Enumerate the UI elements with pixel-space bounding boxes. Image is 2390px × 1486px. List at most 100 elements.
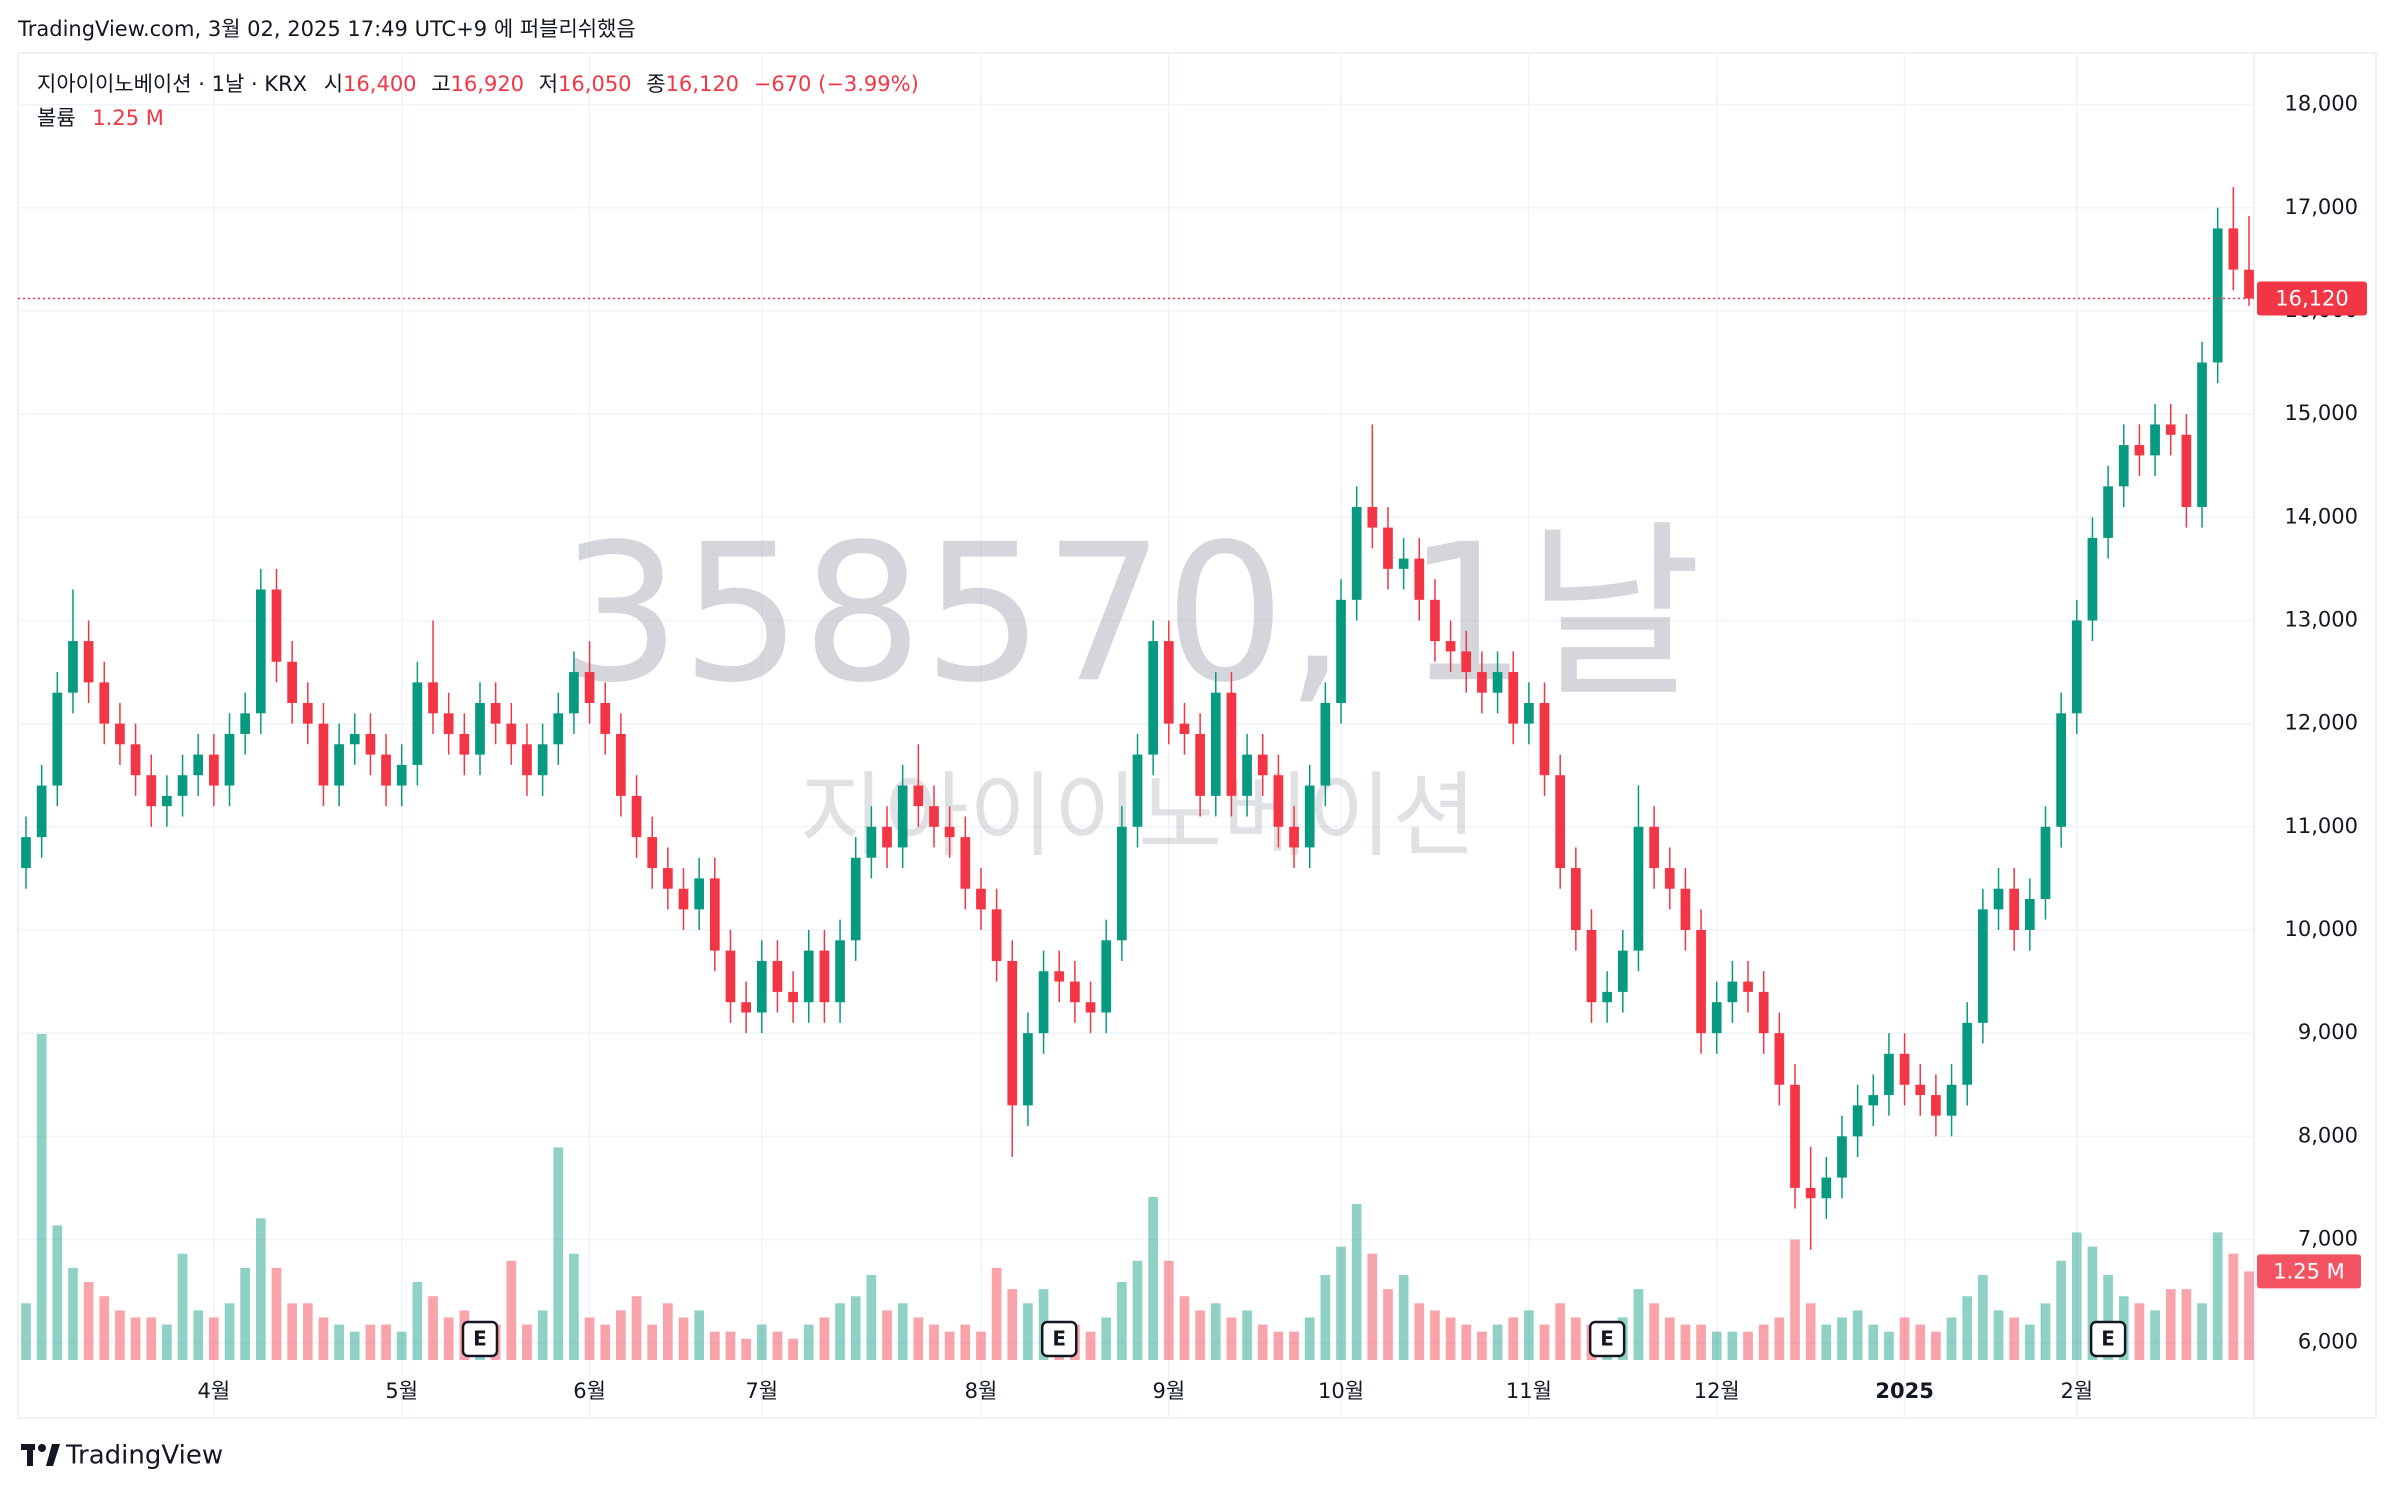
candle-body: [1430, 599, 1440, 642]
candle-body: [1915, 1084, 1926, 1096]
candle-body: [819, 950, 830, 1003]
candle-body: [1696, 929, 1706, 1034]
volume-bar: [960, 1324, 971, 1360]
overlay: 16,120 1.25 M E E E E: [18, 281, 2367, 1358]
volume-bar: [1461, 1324, 1472, 1360]
volume-bar: [1931, 1331, 1941, 1360]
candle-body: [2181, 434, 2192, 507]
candle-body: [1023, 1033, 1033, 1106]
candle-body: [36, 785, 47, 838]
candle-body: [1539, 703, 1550, 776]
volume-bar: [162, 1324, 172, 1360]
candle-body: [1163, 641, 1174, 724]
volume-bar: [1351, 1204, 1362, 1360]
volume-bar: [2181, 1289, 2192, 1360]
volume-bar: [1148, 1197, 1159, 1360]
candle-body: [52, 692, 63, 786]
volume-bar: [1492, 1324, 1503, 1360]
candle-body: [1226, 692, 1237, 796]
volume-bar: [2134, 1303, 2145, 1360]
volume-bar: [209, 1317, 219, 1360]
event-label: E: [1052, 1327, 1066, 1351]
candle-body: [1602, 991, 1613, 1003]
volume-bar: [1007, 1289, 1018, 1360]
candle-body: [2150, 424, 2160, 456]
volume-bar: [1570, 1317, 1581, 1360]
volume-bar: [1085, 1331, 1096, 1360]
candle-body: [2197, 362, 2207, 507]
volume-bar: [1210, 1303, 1221, 1360]
candle-body: [1790, 1084, 1800, 1188]
volume-bar: [318, 1317, 329, 1360]
candle-body: [913, 785, 924, 807]
volume-bar: [647, 1324, 658, 1360]
candle-body: [1195, 733, 1205, 796]
volume-bar: [52, 1225, 63, 1360]
candle-body: [287, 661, 297, 703]
candle-body: [2103, 486, 2113, 538]
volume-bar: [1758, 1324, 1769, 1360]
candle-body: [99, 682, 110, 724]
volume-bar: [1633, 1289, 1644, 1360]
candle-body: [788, 991, 798, 1003]
candle-body: [522, 744, 532, 776]
candle-body: [725, 950, 736, 1003]
volume-bar: [1680, 1324, 1691, 1360]
candle-body: [1821, 1177, 1832, 1199]
volume-bar: [287, 1303, 297, 1360]
candle-body: [396, 764, 407, 786]
volume-bar: [1430, 1310, 1440, 1360]
candle-body: [2118, 445, 2129, 487]
candle-body: [1680, 888, 1691, 930]
volume-bar: [1993, 1310, 2004, 1360]
footer: TradingView: [65, 1441, 223, 1471]
volume-bar: [1805, 1303, 1816, 1360]
volume-bar: [1524, 1310, 1534, 1360]
candle-body: [1289, 826, 1299, 848]
volume-bar: [2244, 1271, 2254, 1360]
candle-body: [459, 733, 470, 755]
y-tick-label: 18,000: [2285, 92, 2358, 116]
candle-body: [882, 826, 892, 848]
candle-body: [146, 775, 157, 807]
legend-label: 종: [646, 72, 665, 96]
candle-body: [130, 744, 141, 776]
volume-bar: [991, 1267, 1002, 1360]
candle-body: [1868, 1095, 1879, 1106]
candle-body: [678, 888, 689, 910]
volume-bar: [929, 1324, 939, 1360]
candle-body: [647, 837, 658, 869]
legend: 지아이이노베이션 · 1날 · KRX 시16,400 고16,920 저16,…: [37, 72, 919, 96]
candle-body: [1555, 775, 1566, 869]
candle-body: [1931, 1095, 1941, 1116]
volume-bar: [1555, 1303, 1566, 1360]
candle-body: [302, 703, 313, 724]
candle-body: [209, 754, 219, 786]
volume-bar: [1163, 1260, 1174, 1360]
candle-body: [694, 878, 705, 910]
y-tick-label: 15,000: [2285, 401, 2358, 425]
volume-bar: [36, 1034, 47, 1360]
volume-bar: [240, 1267, 251, 1360]
candle-body: [1837, 1136, 1847, 1178]
volume-bar: [1790, 1239, 1800, 1360]
volume-bar: [976, 1331, 986, 1360]
volume-bar: [2228, 1253, 2239, 1360]
x-tick-label: 11월: [1506, 1379, 1552, 1403]
event-badge: [2089, 1320, 2127, 1358]
candle-body: [1993, 888, 2004, 910]
x-tick-label: 8월: [965, 1379, 998, 1403]
candle-body: [1477, 672, 1487, 693]
x-tick-label: 2025: [1875, 1379, 1933, 1403]
candle-body: [2244, 269, 2254, 299]
volume-bar: [694, 1310, 705, 1360]
volume-bar: [2103, 1274, 2113, 1360]
candle-body: [2071, 620, 2082, 714]
candle-body: [1210, 692, 1221, 796]
volume-bar: [850, 1296, 861, 1360]
volume-bar: [631, 1296, 642, 1360]
candle-body: [616, 733, 626, 796]
candle-body: [506, 723, 517, 745]
candle-body: [1633, 826, 1644, 951]
candle-body: [271, 589, 282, 662]
